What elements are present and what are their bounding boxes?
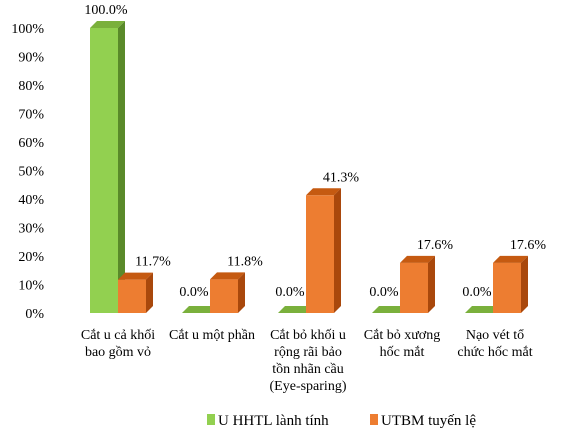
x-tick-label: rộng rãi bảo [274,345,342,360]
data-label: 0.0% [179,285,209,300]
x-tick-label: Cắt u cả khối [81,328,155,343]
x-tick-label: bao gồm vỏ [85,345,151,360]
y-tick-label: 100% [11,22,44,37]
bar-side [428,256,435,313]
y-tick-label: 50% [18,165,44,180]
x-tick-label: tồn nhãn cầu [272,362,344,377]
y-tick-label: 30% [18,222,44,237]
data-label: 11.7% [135,255,171,270]
y-tick-label: 70% [18,108,44,123]
x-tick-label: chức hốc mắt [457,345,532,360]
legend-swatch [207,414,215,425]
legend-label: UTBM tuyến lệ [381,413,476,429]
bar [210,279,238,313]
y-tick-label: 80% [18,79,44,94]
data-label: 41.3% [323,170,360,185]
data-label: 0.0% [275,285,305,300]
y-tick-label: 40% [18,193,44,208]
y-tick-label: 10% [18,279,44,294]
y-tick-label: 0% [25,307,44,322]
bar [493,263,521,313]
legend-label: U HHTL lành tính [218,413,329,429]
bar-side [334,188,341,313]
data-label: 0.0% [462,285,492,300]
bar-side [238,272,245,313]
y-tick-label: 90% [18,51,44,66]
x-tick-label: hốc mắt [380,345,425,360]
data-label: 17.6% [417,238,454,253]
x-tick-label: (Eye-sparing) [270,379,347,394]
bar [306,195,334,313]
x-tick-label: Nạo vét tổ [466,328,524,343]
bar [400,263,428,313]
x-tick-label: Cắt bỏ khối u [270,328,346,343]
y-tick-label: 20% [18,250,44,265]
bar-side [118,21,125,313]
data-label: 0.0% [369,285,399,300]
bar [118,280,146,313]
y-tick-label: 60% [18,136,44,151]
data-label: 17.6% [510,238,547,253]
x-tick-label: Cắt u một phần [169,328,255,343]
data-label: 100.0% [84,3,128,18]
legend-swatch [370,414,378,425]
bar-side [146,273,153,313]
data-label: 11.8% [227,254,263,269]
bar [90,28,118,313]
x-tick-label: Cắt bỏ xương [364,328,440,343]
bar-side [521,256,528,313]
